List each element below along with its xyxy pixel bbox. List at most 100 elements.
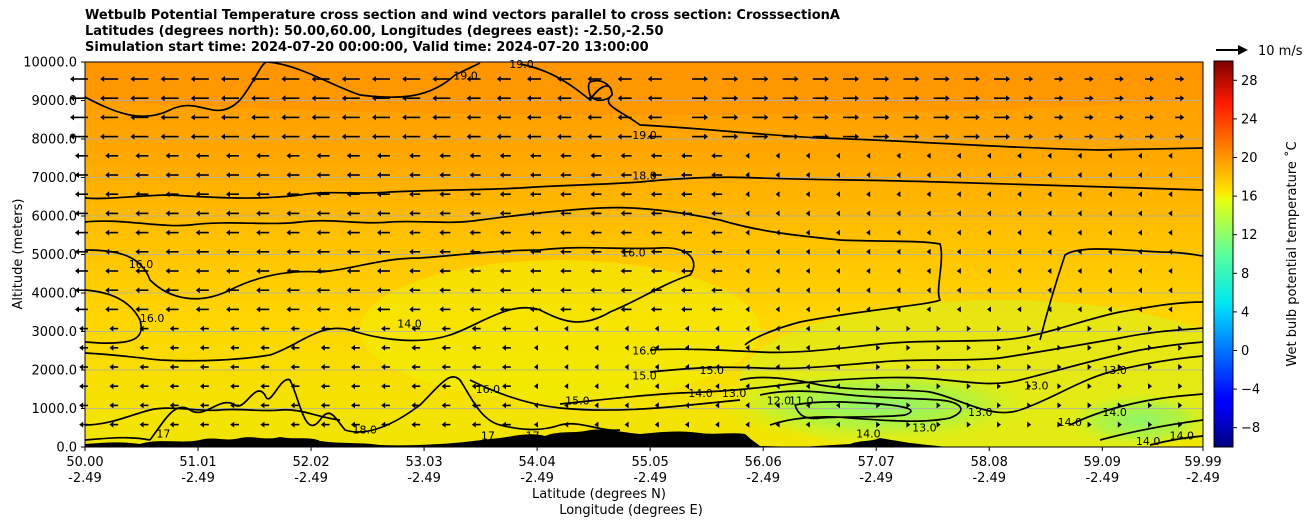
wind-arrow-head <box>876 325 881 332</box>
wind-arrow-head <box>987 287 991 294</box>
wind-arrow-head <box>557 76 562 82</box>
wind-arrow-head <box>100 95 105 102</box>
wind-arrow-head <box>836 172 840 178</box>
wind-arrow-head <box>1017 287 1022 294</box>
wind-arrow-head <box>502 383 506 390</box>
wind-arrow-head <box>1087 383 1092 390</box>
wind-arrow-head <box>745 268 750 274</box>
wind-arrow-head <box>685 364 689 370</box>
wind-arrow-head <box>160 114 165 121</box>
warm-upper-band <box>85 62 1203 115</box>
wind-arrow-head <box>836 210 840 217</box>
wind-arrow-head <box>1029 95 1034 102</box>
wind-arrow-head <box>1138 191 1142 198</box>
wind-arrow-head <box>135 268 140 274</box>
wind-arrow-head <box>866 287 871 294</box>
contour-surface-a <box>85 376 621 441</box>
wind-arrow-head <box>534 344 538 351</box>
wind-arrow-head <box>620 210 625 217</box>
wind-arrow-head <box>381 325 386 332</box>
wind-arrow-head <box>226 229 230 236</box>
wind-arrow-head <box>105 268 110 274</box>
contour-label: 19.0 <box>632 129 657 142</box>
wind-arrow-head <box>226 191 230 198</box>
wind-arrow-head <box>169 325 174 332</box>
wind-arrow-head <box>650 287 655 294</box>
x-tick-label-lon: -2.49 <box>746 471 780 486</box>
contour-label: 13.0 <box>1102 364 1127 377</box>
wind-arrow-head <box>499 268 504 274</box>
wind-arrow-head <box>805 210 810 217</box>
wind-arrow-head <box>1077 172 1082 178</box>
wind-arrow-head <box>1077 248 1082 255</box>
wind-arrow-head <box>836 306 840 313</box>
contour-label: 15.0 <box>565 395 590 408</box>
wind-arrow-head <box>496 95 501 102</box>
cool-region-mid <box>360 260 760 400</box>
x-tick-label-lon: -2.49 <box>972 471 1006 486</box>
wind-arrow-head <box>439 268 444 274</box>
wind-arrow-head <box>1168 287 1173 294</box>
wind-arrow-head <box>775 172 780 178</box>
y-tick-label: 6000.0 <box>32 210 78 225</box>
x-tick-label-lat: 53.03 <box>405 455 442 470</box>
wind-arrow-head <box>1119 95 1124 102</box>
wind-arrow-head <box>320 344 325 351</box>
wind-arrow-head <box>105 229 110 236</box>
wind-arrow-head <box>685 325 689 332</box>
wind-arrow-head <box>647 133 652 140</box>
wind-arrow-head <box>681 287 685 294</box>
wind-arrow-head <box>316 210 321 217</box>
wind-arrow-head <box>836 152 840 159</box>
contour-18 <box>85 176 1203 200</box>
wind-arrow-head <box>775 210 780 217</box>
wind-arrow-head <box>75 306 79 313</box>
wind-arrow-head <box>650 229 655 236</box>
wind-arrow-head <box>377 191 381 198</box>
wind-arrow-head <box>256 191 261 198</box>
wind-arrow-head <box>1138 248 1142 255</box>
wind-arrow-head <box>654 364 659 370</box>
wind-arrow-head <box>226 268 230 274</box>
x-tick-label-lat: 55.05 <box>632 455 669 470</box>
wind-arrow-head <box>409 306 414 313</box>
wind-arrow-head <box>745 325 750 332</box>
wind-arrow-head <box>560 287 565 294</box>
wind-arrow-head <box>966 402 971 409</box>
wind-arrow-head <box>251 95 256 102</box>
wind-arrow-head <box>290 344 295 351</box>
wind-arrow-head <box>105 248 110 255</box>
wind-arrow-head <box>496 133 501 140</box>
wind-arrow-head <box>866 210 871 217</box>
wind-arrow-head <box>805 191 810 198</box>
wind-arrow-head <box>351 402 355 409</box>
wind-arrow-head <box>256 306 261 313</box>
contour-labels: 19.0 19.0 19.0 18.0 16.0 16.0 16.0 14.0 16.0 15.0… <box>129 58 1194 448</box>
wind-arrow-head <box>160 76 165 82</box>
wind-arrow-head <box>896 152 901 159</box>
wind-arrow-head <box>169 402 174 409</box>
contour-label: 15.0 <box>632 370 657 383</box>
wind-arrow-head <box>165 287 170 294</box>
title-line-3: Simulation start time: 2024-07-20 00:00:… <box>85 40 649 55</box>
wind-arrow-head <box>711 306 716 313</box>
wind-arrow-head <box>836 191 840 198</box>
contour-label: 16.0 <box>621 246 646 259</box>
wind-arrow-head <box>195 210 200 217</box>
wind-arrow-head <box>372 95 376 102</box>
x-axis-label: Latitude (degrees N) <box>532 487 666 502</box>
wind-arrow-head <box>346 306 351 313</box>
wind-arrow-head <box>79 364 84 370</box>
wind-arrow-head <box>530 287 534 294</box>
wind-arrow-head <box>590 191 595 198</box>
wind-arrow-head <box>200 383 204 390</box>
wind-arrow-head <box>109 421 114 428</box>
wind-arrow-head <box>594 364 599 370</box>
wind-arrow-head <box>775 421 780 428</box>
wind-arrow-head <box>805 325 810 332</box>
wind-arrow-head <box>139 421 144 428</box>
wind-arrow-head <box>1027 421 1032 428</box>
wind-arrow-head <box>590 152 595 159</box>
wind-arrow-head <box>496 114 501 121</box>
